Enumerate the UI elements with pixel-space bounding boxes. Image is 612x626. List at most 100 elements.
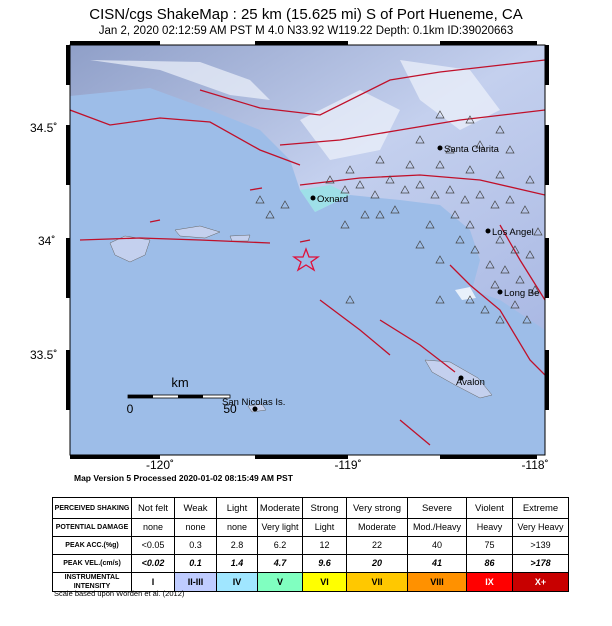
station <box>435 160 445 169</box>
version: Map Version 5 Processed 2020-01-02 08:15… <box>74 473 293 483</box>
scale-bar: km 0 50 <box>127 375 237 416</box>
station <box>390 205 400 214</box>
faults <box>70 59 545 446</box>
station <box>345 165 355 174</box>
intensity-cell: V <box>257 572 303 592</box>
station <box>525 250 535 259</box>
station <box>500 265 510 274</box>
peak-vel-cell: 4.7 <box>257 554 303 573</box>
station <box>425 220 435 229</box>
station <box>355 180 365 189</box>
station <box>465 295 475 304</box>
shaking-cell: Violent <box>466 497 513 519</box>
peak-acc-cell: 40 <box>407 536 467 555</box>
peak-vel-header: PEAK VEL.(cm/s) <box>52 554 132 573</box>
station <box>255 195 265 204</box>
station <box>325 175 335 184</box>
damage-cell: none <box>216 518 258 537</box>
damage-cell: none <box>174 518 217 537</box>
station <box>475 190 485 199</box>
damage-cell: Heavy <box>466 518 513 537</box>
subtitle: Jan 2, 2020 02:12:59 AM PST M 4.0 N33.92… <box>98 25 514 37</box>
station <box>415 180 425 189</box>
peak-vel-cell: 1.4 <box>216 554 258 573</box>
city-label: Oxnard <box>317 194 348 205</box>
scale-label: 0 <box>127 402 134 416</box>
station <box>533 227 543 236</box>
station <box>435 295 445 304</box>
station <box>375 155 385 164</box>
station <box>435 110 445 119</box>
damage-cell: Mod./Heavy <box>407 518 467 537</box>
station <box>522 315 532 324</box>
damage-cell: Light <box>302 518 347 537</box>
intensity-cell: IV <box>216 572 258 592</box>
station <box>415 135 425 144</box>
peak-acc-cell: 12 <box>302 536 347 555</box>
peak-acc-cell: 6.2 <box>257 536 303 555</box>
station <box>445 145 455 154</box>
station <box>400 185 410 194</box>
station <box>495 170 505 179</box>
intensity-table: PERCEIVED SHAKING Not felt Weak Light Modera… <box>52 497 569 592</box>
shaking-cell: Not felt <box>131 497 175 519</box>
peak-vel-cell: <0.02 <box>131 554 175 573</box>
station <box>480 305 490 314</box>
station <box>515 275 525 284</box>
city-dot <box>252 406 258 412</box>
lat-label: 34˚ <box>38 234 55 248</box>
shaking-cell: Moderate <box>257 497 303 519</box>
station <box>435 255 445 264</box>
shaking-cell: Weak <box>174 497 217 519</box>
station <box>385 175 395 184</box>
station <box>450 210 460 219</box>
peak-vel-cell: >178 <box>512 554 569 573</box>
island <box>109 235 151 263</box>
shaking-cell: Extreme <box>512 497 569 519</box>
station <box>345 295 355 304</box>
station <box>495 125 505 134</box>
peak-acc-cell: 75 <box>466 536 513 555</box>
intensity-cell: VII <box>346 572 408 592</box>
city-dot <box>458 375 464 381</box>
shaking-cell: Light <box>216 497 258 519</box>
intensity-cell: II-III <box>174 572 217 592</box>
station <box>405 160 415 169</box>
city-label: Santa Clarita <box>444 144 500 155</box>
city-label: Los Angel <box>492 227 534 238</box>
station <box>465 165 475 174</box>
shaking-cell: Strong <box>302 497 347 519</box>
station <box>505 195 515 204</box>
lat-label: 33.5˚ <box>30 348 57 362</box>
station <box>455 235 465 244</box>
peak-acc-header: PEAK ACC.(%g) <box>52 536 132 555</box>
city-dot <box>485 228 491 234</box>
city-dot <box>497 289 503 295</box>
station <box>470 245 480 254</box>
peak-vel-cell: 0.1 <box>174 554 217 573</box>
peak-vel-cell: 9.6 <box>302 554 347 573</box>
station <box>360 210 370 219</box>
station <box>460 195 470 204</box>
scale-label: 50 <box>223 402 237 416</box>
peak-acc-cell: >139 <box>512 536 569 555</box>
land <box>300 185 350 212</box>
note: Scale based upon Worden et al. (2012) <box>54 589 185 598</box>
shaking-header: PERCEIVED SHAKING <box>52 497 132 519</box>
peak-acc-cell: 0.3 <box>174 536 217 555</box>
station <box>340 220 350 229</box>
damage-header: POTENTIAL DAMAGE <box>52 518 132 537</box>
lon-label: -120˚ <box>146 458 174 472</box>
station <box>485 260 495 269</box>
station <box>370 190 380 199</box>
damage-cell: none <box>131 518 175 537</box>
epicenter <box>291 247 321 272</box>
city-label: San Nicolas Is. <box>222 397 285 408</box>
intensity-cell: IX <box>466 572 513 592</box>
land <box>70 45 545 330</box>
station <box>415 240 425 249</box>
island <box>174 225 221 239</box>
frame-ticks <box>66 41 549 459</box>
peak-acc-cell: 2.8 <box>216 536 258 555</box>
